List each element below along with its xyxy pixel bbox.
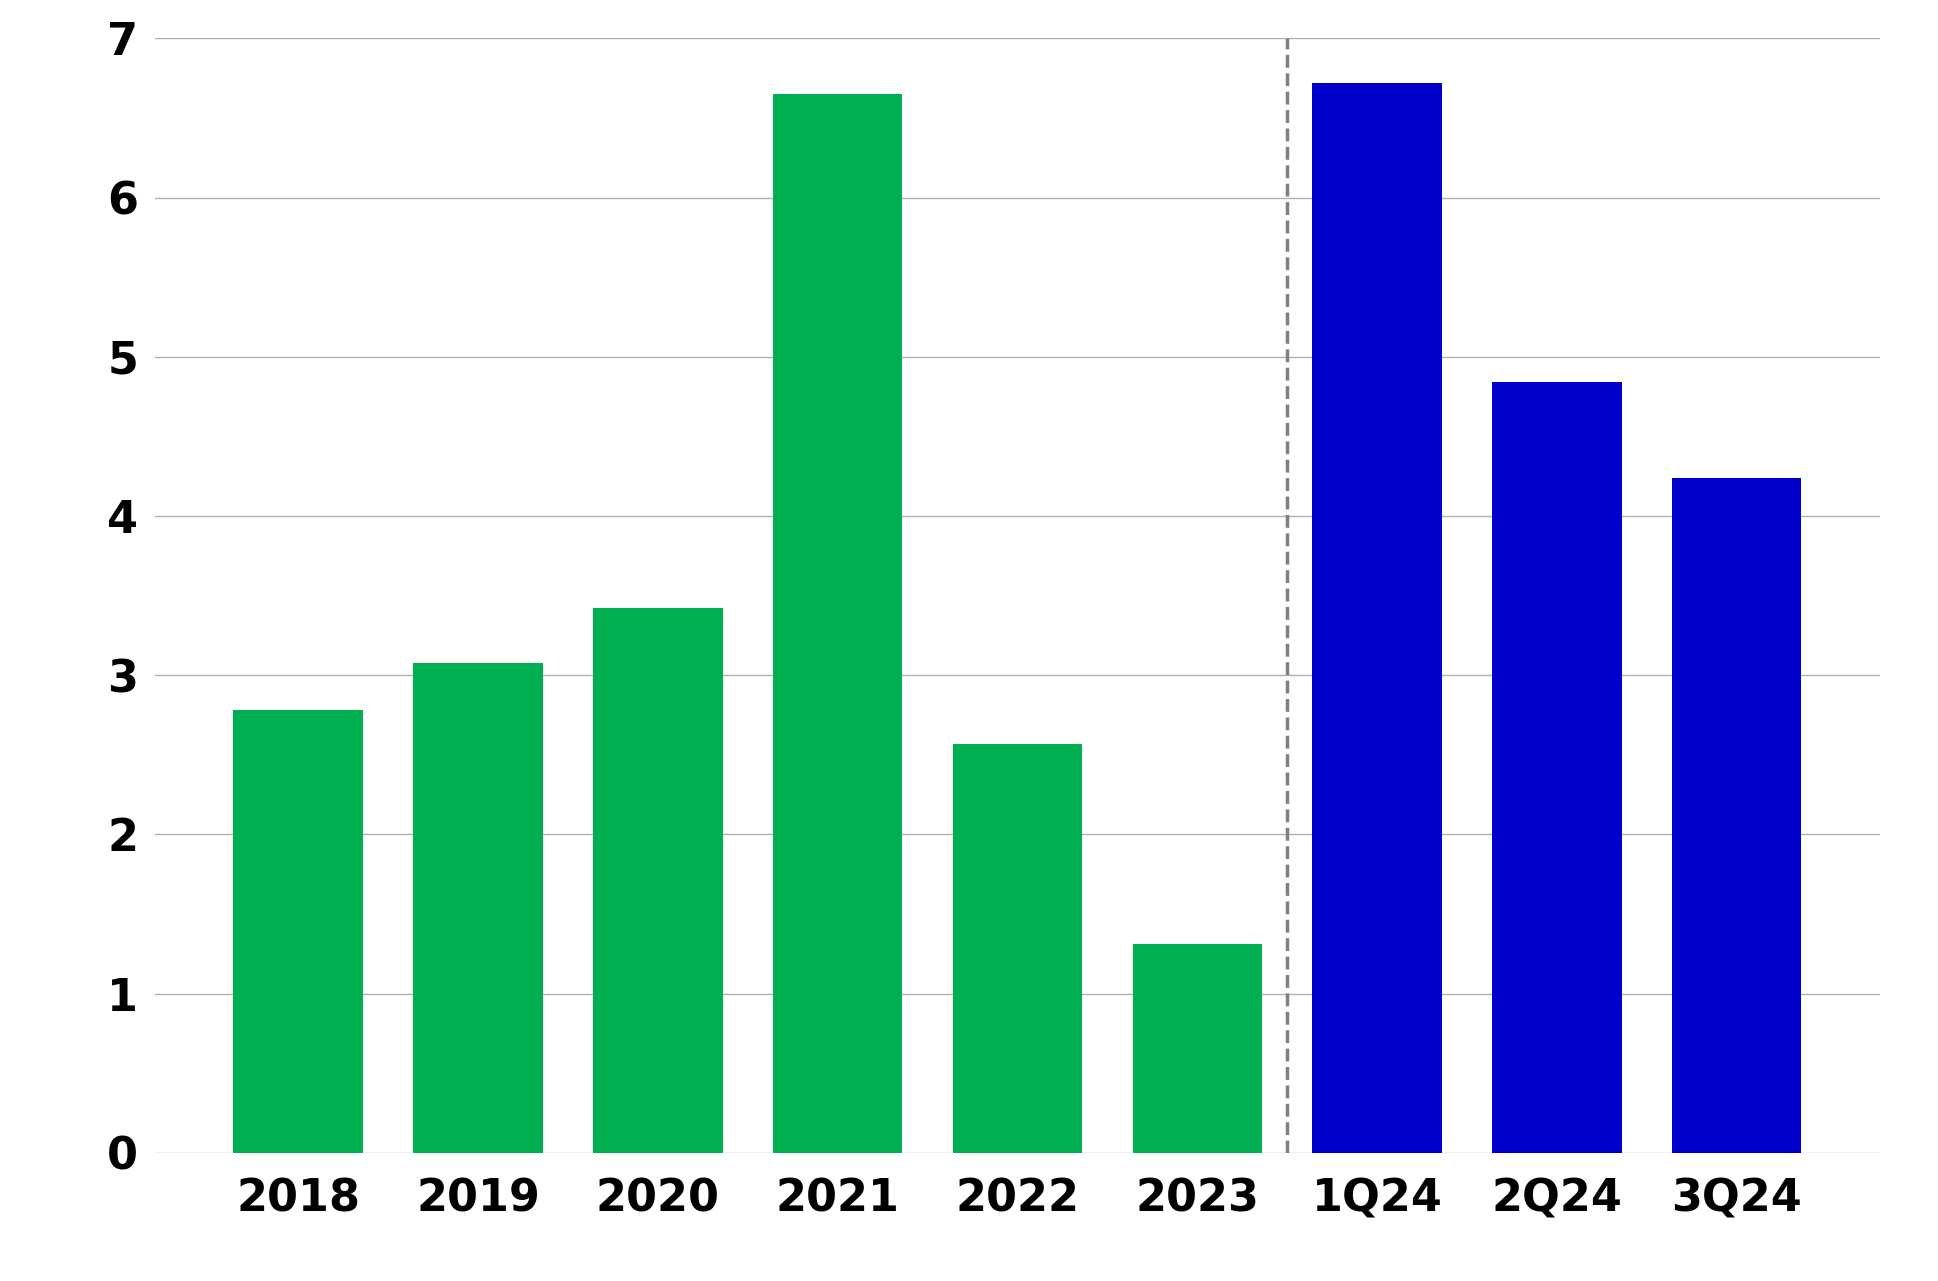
Bar xyxy=(1312,83,1442,1153)
Bar xyxy=(593,608,723,1153)
Bar xyxy=(773,94,903,1153)
Bar xyxy=(413,662,543,1153)
Bar xyxy=(233,710,362,1153)
Bar xyxy=(1492,382,1622,1153)
Bar xyxy=(1132,944,1262,1153)
Bar xyxy=(1672,478,1802,1153)
Bar xyxy=(953,744,1081,1153)
